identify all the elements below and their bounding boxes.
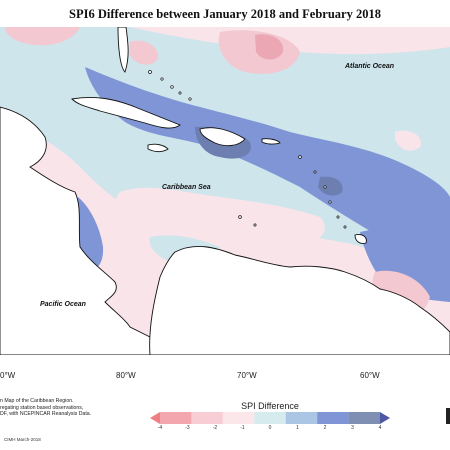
land-masses [0,27,450,355]
land-trinidad [354,234,367,244]
field-darker-blue-ne [318,176,343,196]
legend-swatch [160,412,192,424]
source-note: n Map of the Caribbean Region. regating … [0,398,110,418]
spi-difference-map: Atlantic Ocean Caribbean Sea Pacific Oce… [0,27,450,355]
legend-swatch [191,412,223,424]
legend-swatch [254,412,286,424]
legend-swatch [317,412,349,424]
lon-tick-label: 80°W [116,371,136,380]
field-pink-center [115,187,325,246]
legend-tick-label: -3 [185,425,190,431]
field-blue-band [85,67,450,277]
land-central-america [0,106,151,355]
legend-tick-label: -2 [212,425,218,431]
source-line: DF, with NCEPINCAR Reanalysis Data. [0,411,92,418]
legend-title: SPI Difference [241,401,299,411]
legend-tick-label: 1 [296,425,299,431]
land-cuba [71,97,181,129]
source-line: n Map of the Caribbean Region. [0,398,74,404]
page-edge-mark [446,408,450,424]
legend-swatch [222,412,255,424]
pacific-ocean-label: Pacific Ocean [40,301,86,308]
field-pink-top-left [5,27,80,46]
legend-tick-label: -1 [240,425,245,431]
island-dots [148,70,347,229]
legend-tick-label: 4 [378,425,382,431]
field-pink-top-mid [130,40,159,65]
legend-tick-label: -4 [157,425,163,431]
legend-tick-label: 3 [351,425,354,431]
legend-swatch [150,412,160,424]
land-hispaniola [199,127,246,147]
map-title: SPI6 Difference between January 2018 and… [69,7,381,21]
legend-tick-label: 0 [268,425,272,431]
legend-swatch [348,412,380,424]
lon-tick-label: 70°W [237,371,257,380]
legend-tick-label: 2 [323,425,327,431]
legend-swatch [380,412,390,424]
atlantic-ocean-label: Atlantic Ocean [345,63,395,70]
land-puerto-rico [261,138,281,145]
legend-colorbar [150,412,390,424]
caribbean-sea-label: Caribbean Sea [162,184,211,191]
lon-tick-label: 60°W [360,371,380,380]
field-pink-ne [395,130,421,151]
anomaly-fields [0,27,450,355]
lon-tick-label: 0°W [0,371,16,380]
land-south-america [149,246,450,355]
legend-swatch [285,412,318,424]
land-florida [117,27,129,73]
field-pink-strong-top [255,34,284,60]
credit-text: CIMH March-2018 [4,437,41,442]
land-jamaica [147,143,169,153]
source-line: regating station based observations, [0,404,84,411]
